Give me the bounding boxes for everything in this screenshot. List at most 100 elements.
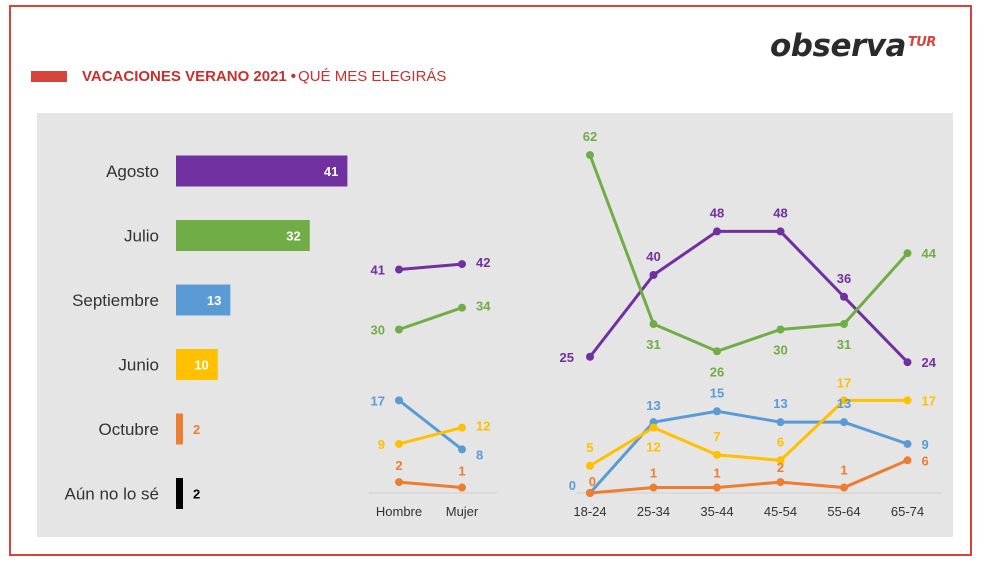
gender-value-julio-mujer: 34 [476,299,491,314]
age-value-julio-35-44: 26 [710,364,724,379]
gender-value-junio-mujer: 12 [476,419,490,434]
age-line-julio [588,154,909,353]
age-value-julio-65-74: 44 [922,246,937,261]
slide-frame [9,5,972,556]
bar-aun-no-lo-se [176,478,183,509]
age-point-junio-45-54 [776,456,785,465]
gender-line-julio [398,306,463,331]
age-value-junio-25-34: 12 [646,440,660,455]
age-point-agosto-35-44 [713,227,721,236]
gender-line-octubre [398,480,463,490]
age-value-septiembre-55-64: 13 [837,396,851,411]
age-point-junio-25-34 [649,423,658,432]
age-value-septiembre-18-24: 0 [569,478,576,493]
bar-junio [176,349,218,380]
age-point-septiembre-55-64 [840,418,848,427]
age-tick-label-65-74: 65-74 [891,504,924,519]
bar-value-junio: 10 [194,358,208,373]
age-value-agosto-45-54: 48 [773,205,787,220]
age-value-julio-25-34: 31 [646,337,660,352]
age-point-octubre-45-54 [776,478,785,487]
age-value-octubre-45-54: 2 [777,460,784,475]
gender-value-octubre-hombre: 2 [395,458,402,473]
age-line-junio [589,398,908,468]
age-point-agosto-25-34 [649,271,658,279]
age-tick-label-18-24: 18-24 [573,504,606,519]
age-value-octubre-55-64: 1 [840,463,847,478]
bar-category-label-junio: Junio [118,356,159,375]
bar-septiembre [176,284,231,316]
age-point-agosto-65-74 [903,358,912,367]
gender-line-junio [398,426,463,446]
gender-value-septiembre-mujer: 8 [476,447,483,462]
age-value-octubre-35-44: 1 [713,466,720,481]
bar-agosto [176,155,348,187]
gender-point-junio-hombre [395,439,403,448]
age-point-junio-18-24 [586,461,594,470]
age-value-julio-55-64: 31 [837,337,851,352]
bar-value-octubre: 2 [193,422,200,437]
age-point-octubre-65-74 [903,456,912,465]
age-point-septiembre-45-54 [776,418,785,427]
title-accent-bar [31,71,67,82]
age-value-septiembre-35-44: 15 [710,385,724,400]
age-value-agosto-18-24: 25 [560,350,574,365]
gender-point-octubre-mujer [458,483,466,492]
bar-julio [176,220,310,251]
gender-line-agosto [398,262,463,272]
age-point-julio-65-74 [903,249,912,258]
gender-point-junio-mujer [458,423,466,432]
age-line-octubre [589,458,909,495]
bar-octubre [176,413,183,445]
age-point-agosto-55-64 [840,292,848,301]
age-tick-label-55-64: 55-64 [827,504,860,519]
age-value-julio-45-54: 30 [773,343,787,358]
age-point-agosto-45-54 [776,227,785,236]
age-value-junio-35-44: 7 [713,429,720,444]
age-point-septiembre-35-44 [713,407,721,416]
observatur-logo: observa TUR [770,28,936,64]
age-point-octubre-18-24 [586,489,594,497]
bar-value-agosto: 41 [324,164,338,179]
age-value-julio-18-24: 62 [583,129,597,144]
gender-point-septiembre-mujer [458,445,466,454]
gender-point-octubre-hombre [395,478,403,487]
logo-main-text: observa [770,28,906,64]
age-tick-label-25-34: 25-34 [637,504,670,519]
age-value-agosto-25-34: 40 [646,249,660,264]
age-value-agosto-35-44: 48 [710,205,724,220]
age-value-junio-45-54: 6 [777,434,784,449]
bar-category-label-septiembre: Septiembre [72,291,159,310]
slide-title: VACACIONES VERANO 2021 • QUÉ MES ELEGIRÁS [82,68,446,85]
age-value-junio-65-74: 17 [922,393,936,408]
chart-panel: Agosto 41 Julio 32 Septiembre 13 Junio 10 Octubr… [37,113,953,537]
gender-value-junio-hombre: 9 [378,437,385,452]
title-separator: • [290,68,297,85]
age-tick-label-35-44: 35-44 [700,504,733,519]
gender-value-julio-hombre: 30 [371,323,385,338]
age-value-septiembre-45-54: 13 [773,396,787,411]
age-point-junio-55-64 [840,396,848,405]
bar-category-label-agosto: Agosto [106,162,159,181]
age-point-julio-35-44 [713,347,721,356]
age-point-julio-45-54 [776,325,785,334]
age-line-agosto [588,229,909,364]
bar-category-label-aun-no-lo-se: Aún no lo sé [64,485,159,504]
age-point-junio-35-44 [713,450,721,459]
age-point-junio-65-74 [903,396,912,405]
gender-value-agosto-hombre: 41 [371,263,385,278]
gender-line-septiembre [398,399,463,451]
bar-value-aun-no-lo-se: 2 [193,487,200,502]
age-point-julio-55-64 [840,320,848,329]
gender-value-agosto-mujer: 42 [476,255,490,270]
age-value-octubre-25-34: 1 [650,466,657,481]
age-value-septiembre-65-74: 9 [922,437,929,452]
age-point-octubre-55-64 [840,483,848,492]
bar-value-julio: 32 [286,229,300,244]
age-value-junio-55-64: 17 [837,375,851,390]
gender-value-septiembre-hombre: 17 [371,393,385,408]
age-point-agosto-18-24 [586,352,594,361]
gender-tick-label-hombre: Hombre [376,504,422,519]
age-value-octubre-18-24: 0 [589,474,596,489]
gender-point-septiembre-hombre [395,396,403,405]
